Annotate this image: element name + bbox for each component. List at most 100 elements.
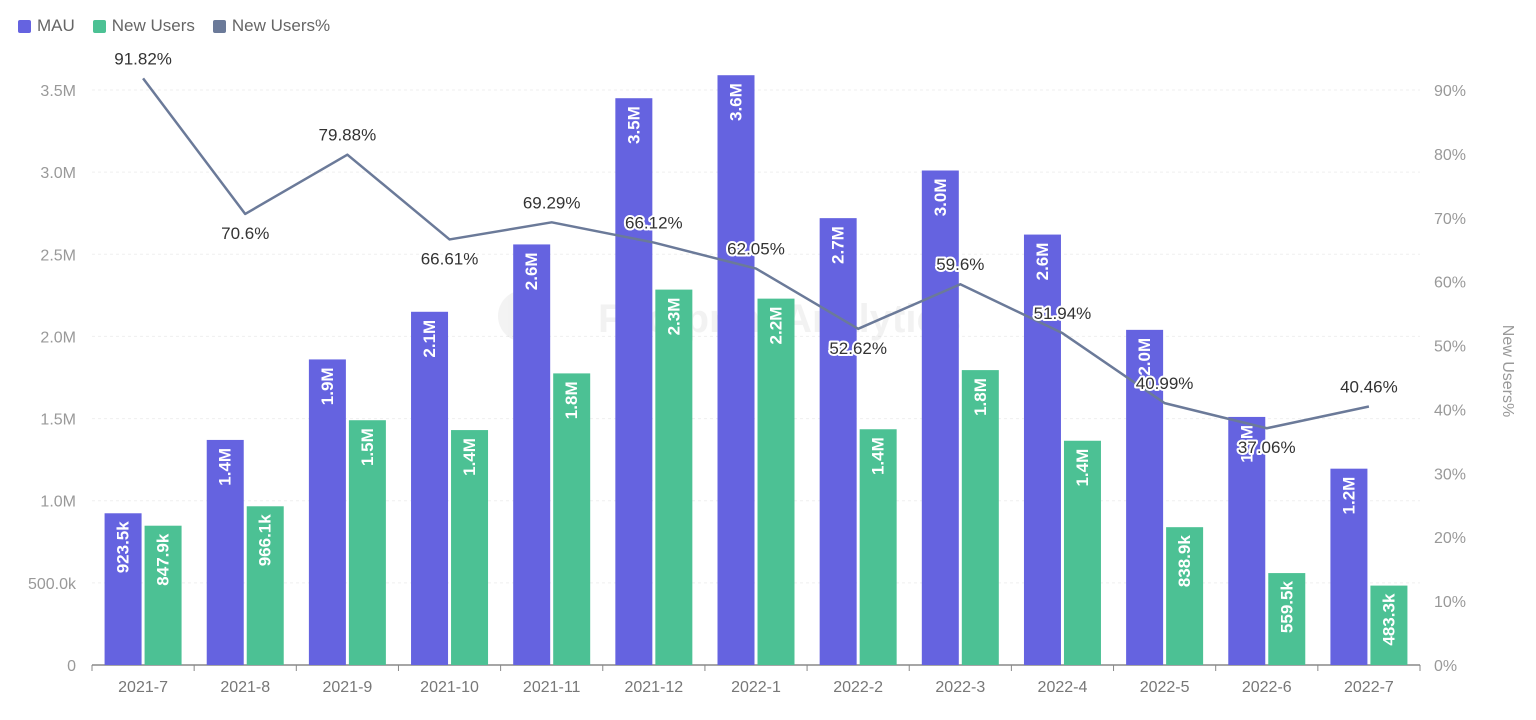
mau-bar-label: 2.7M — [829, 226, 848, 264]
new-users-bar — [1370, 585, 1408, 665]
new-users-bar — [655, 289, 693, 665]
legend: MAU New Users New Users% — [18, 16, 330, 36]
mau-bar — [308, 359, 346, 665]
new-users-bar-label: 1.8M — [562, 381, 581, 419]
new-users-bar-label: 847.9k — [154, 533, 173, 586]
y-left-tick-label: 2.5M — [40, 247, 76, 264]
new-users-bar — [1063, 440, 1101, 665]
x-tick-label: 2022-2 — [833, 679, 883, 696]
y-right-tick-label: 0% — [1434, 658, 1457, 675]
y-right-tick-label: 60% — [1434, 275, 1466, 292]
new-users-bar — [1166, 527, 1204, 665]
new-users-bar — [961, 370, 999, 665]
mau-bar — [1023, 234, 1061, 666]
new-users-bar — [553, 373, 591, 665]
mau-bar — [104, 513, 142, 665]
new-users-bar-label: 483.3k — [1379, 593, 1398, 646]
line-point-label: 69.29% — [523, 193, 581, 212]
x-tick-label: 2021-8 — [220, 679, 270, 696]
new-users-bar — [859, 429, 897, 665]
mau-bar — [717, 75, 755, 665]
legend-item[interactable]: New Users% — [212, 16, 331, 36]
new-users-bar-label: 1.4M — [869, 437, 888, 475]
x-tick-label: 2021-11 — [523, 679, 581, 696]
new-users-bar — [144, 525, 182, 665]
line-point-label: 40.99% — [1136, 374, 1194, 393]
line-point-label: 66.12% — [625, 214, 683, 233]
mau-bar-label: 2.6M — [522, 252, 541, 290]
line-point-label: 62.05% — [727, 240, 785, 259]
mau-bar — [921, 170, 959, 665]
new-users-bar-label: 1.8M — [971, 378, 990, 416]
y-left-tick-label: 1.0M — [40, 494, 76, 511]
y-right-tick-label: 80% — [1434, 147, 1466, 164]
line-point-label: 51.94% — [1034, 304, 1092, 323]
new-users-bar-label: 838.9k — [1175, 535, 1194, 588]
mau-bar — [411, 311, 449, 665]
y-left-tick-label: 1.5M — [40, 412, 76, 429]
y-right-tick-label: 40% — [1434, 402, 1466, 419]
y-left-tick-label: 2.0M — [40, 329, 76, 346]
new-users-bar-label: 1.5M — [358, 428, 377, 466]
mau-bar — [819, 218, 857, 665]
legend-item[interactable]: MAU — [18, 16, 75, 36]
mau-bar-label: 2.1M — [420, 320, 439, 358]
y-right-tick-label: 20% — [1434, 530, 1466, 547]
mau-bar — [513, 244, 551, 665]
new-users-pct-line — [142, 77, 1370, 430]
legend-label: New Users% — [231, 16, 331, 35]
line-point-label: 59.6% — [936, 255, 984, 274]
x-tick-label: 2022-6 — [1242, 679, 1292, 696]
line-point-label: 66.61% — [421, 249, 479, 268]
new-users-bar-label: 966.1k — [256, 514, 275, 567]
x-tick-label: 2022-5 — [1140, 679, 1190, 696]
mau-bar-label: 2.0M — [1135, 338, 1154, 376]
mau-bar-label: 2.6M — [1033, 243, 1052, 281]
x-tick-label: 2021-7 — [118, 679, 168, 696]
mau-bar-label: 1.9M — [318, 367, 337, 405]
new-users-bar — [246, 506, 284, 665]
y-right-axis-title: New Users% — [1499, 325, 1516, 417]
new-users-bar-label: 1.4M — [460, 438, 479, 476]
mau-bar-label: 1.5M — [1237, 425, 1256, 463]
mau-bar-label: 3.0M — [931, 179, 950, 217]
new-users-bar-label: 559.5k — [1277, 581, 1296, 634]
new-users-bar — [348, 420, 386, 665]
y-left-tick-label: 3.5M — [40, 83, 76, 100]
legend-label: New Users — [111, 16, 195, 35]
new-users-bar-label: 2.2M — [767, 307, 786, 345]
line-point-label: 70.6% — [221, 224, 269, 243]
mau-bar — [206, 439, 244, 665]
x-tick-label: 2022-3 — [935, 679, 985, 696]
mau-bar — [615, 98, 653, 665]
x-tick-label: 2021-9 — [322, 679, 372, 696]
mau-bar-label: 1.2M — [1339, 477, 1358, 515]
legend-label: MAU — [37, 16, 75, 35]
legend-item[interactable]: New Users — [92, 16, 195, 36]
legend-swatch — [92, 19, 106, 33]
legend-swatch — [18, 19, 31, 33]
y-left-tick-label: 0 — [67, 658, 76, 675]
y-right-tick-label: 70% — [1434, 211, 1466, 228]
line-point-label: 40.46% — [1340, 378, 1398, 397]
x-tick-label: 2022-7 — [1344, 679, 1394, 696]
new-users-bar — [1268, 573, 1306, 665]
x-tick-label: 2021-12 — [624, 679, 683, 696]
legend-swatch — [212, 19, 226, 33]
x-tick-label: 2022-4 — [1038, 679, 1088, 696]
mau-bar-label: 923.5k — [114, 521, 133, 574]
mau-bar-label: 3.6M — [727, 83, 746, 121]
mau-bar-label: 1.4M — [216, 448, 235, 486]
mau-bar-label: 3.5M — [624, 106, 643, 144]
new-users-bar — [757, 298, 795, 665]
x-tick-label: 2022-1 — [731, 679, 781, 696]
new-users-bar-label: 2.3M — [664, 298, 683, 336]
y-right-tick-label: 10% — [1434, 594, 1466, 611]
y-right-tick-label: 30% — [1434, 466, 1466, 483]
mau-bar — [1228, 416, 1266, 665]
y-right-tick-label: 50% — [1434, 339, 1466, 356]
line-point-label: 79.88% — [319, 126, 377, 145]
mau-bar — [1126, 329, 1164, 665]
